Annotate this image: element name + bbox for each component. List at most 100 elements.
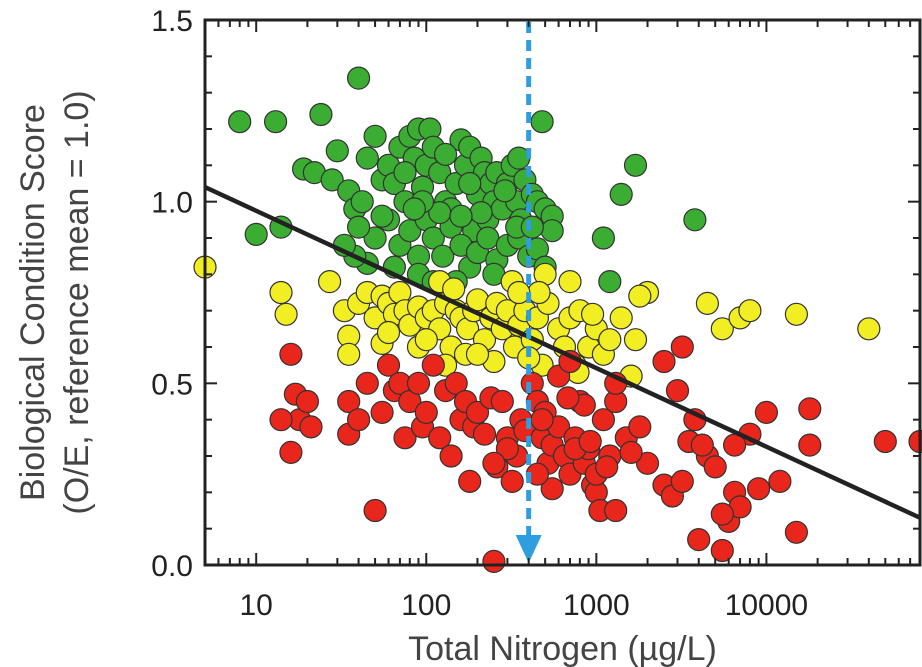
data-point-red xyxy=(768,469,792,493)
data-point-green xyxy=(355,146,379,170)
data-point-yellow xyxy=(738,299,762,323)
data-point-green xyxy=(320,168,344,192)
data-point-yellow xyxy=(558,270,582,294)
x-tick-label: 1000 xyxy=(563,589,630,622)
y-axis-title-line2: (O/E, reference mean = 1.0) xyxy=(58,90,96,514)
data-point-green xyxy=(609,182,633,206)
data-point-yellow xyxy=(318,270,342,294)
data-point-green xyxy=(458,171,482,196)
plot-frame xyxy=(203,18,922,567)
data-point-yellow xyxy=(337,342,361,366)
data-point-red xyxy=(604,498,628,523)
data-point-red xyxy=(798,433,822,457)
data-point-red xyxy=(355,371,379,395)
data-point-green xyxy=(623,153,648,177)
x-tick-label: 10 xyxy=(240,589,273,622)
x-tick-label: 10000 xyxy=(725,589,808,622)
data-point-green xyxy=(309,102,333,127)
data-point-green xyxy=(598,270,622,294)
data-point-red xyxy=(635,451,660,475)
data-point-red xyxy=(370,400,394,424)
tick-labels: 10 100 1000 10000 0.0 0.5 1.0 1.5 xyxy=(151,5,808,622)
y-tick-label: 1.0 xyxy=(151,187,193,220)
data-point-red xyxy=(279,440,303,464)
data-point-green xyxy=(370,204,394,228)
data-point-green xyxy=(530,110,554,134)
x-axis-title: Total Nitrogen (µg/L) xyxy=(408,630,717,667)
threshold-arrowhead xyxy=(515,535,542,563)
data-point-yellow xyxy=(580,302,605,326)
data-point-red xyxy=(414,400,438,424)
data-point-red xyxy=(591,408,616,432)
data-point-green xyxy=(421,226,445,250)
data-point-red xyxy=(472,422,497,446)
data-point-yellow xyxy=(784,302,809,326)
data-point-green xyxy=(264,110,288,134)
data-point-green xyxy=(398,219,422,243)
data-point-red xyxy=(428,426,452,450)
data-point-red xyxy=(556,386,580,410)
data-point-green xyxy=(469,201,493,225)
data-point-green xyxy=(363,226,387,250)
data-point-red xyxy=(530,408,554,432)
trend-line xyxy=(204,185,921,520)
data-point-yellow xyxy=(269,280,293,305)
data-point-green xyxy=(493,179,517,203)
data-point-yellow xyxy=(710,317,734,341)
y-tick-label: 1.5 xyxy=(151,5,193,38)
data-point-red xyxy=(690,433,714,457)
data-point-green xyxy=(350,190,374,214)
data-point-red xyxy=(670,335,694,359)
data-point-green xyxy=(402,197,426,221)
data-point-red xyxy=(482,451,506,475)
data-point-red xyxy=(337,389,361,414)
data-point-red xyxy=(687,527,711,552)
data-point-red xyxy=(439,444,463,468)
y-tick-label: 0.0 xyxy=(151,550,193,583)
data-point-red xyxy=(490,389,514,414)
data-point-red xyxy=(458,469,482,493)
data-point-yellow xyxy=(628,284,652,308)
data-point-yellow xyxy=(376,320,401,345)
data-point-red xyxy=(595,455,619,479)
threshold-arrow xyxy=(515,22,542,563)
data-point-green xyxy=(520,215,544,239)
data-point-red xyxy=(295,389,319,414)
data-point-green xyxy=(325,139,349,163)
y-axis-title-line1: Biological Condition Score xyxy=(14,104,52,501)
data-point-red xyxy=(665,379,690,403)
data-point-yellow xyxy=(598,328,622,352)
data-point-red xyxy=(754,400,779,424)
axis-ticks xyxy=(204,19,921,566)
data-point-red xyxy=(465,400,490,424)
data-point-red xyxy=(500,469,524,493)
x-tick-label: 100 xyxy=(401,589,451,622)
data-point-green xyxy=(683,208,707,232)
data-point-red xyxy=(798,397,822,421)
data-point-green xyxy=(434,142,458,166)
data-point-red xyxy=(444,371,468,395)
data-point-red xyxy=(540,477,564,501)
data-point-red xyxy=(652,349,676,374)
data-point-yellow xyxy=(414,328,438,352)
data-point-yellow xyxy=(274,302,298,326)
data-point-red xyxy=(670,469,694,493)
data-point-red xyxy=(578,429,602,454)
data-point-green xyxy=(476,226,500,250)
data-point-yellow xyxy=(609,306,633,330)
data-point-red xyxy=(269,408,293,432)
data-point-green xyxy=(347,66,371,90)
data-point-green xyxy=(591,226,616,250)
data-point-red xyxy=(619,440,643,464)
data-point-yellow xyxy=(695,291,720,315)
data-point-red xyxy=(299,415,323,439)
data-point-green xyxy=(540,219,564,243)
data-point-red xyxy=(710,502,734,526)
data-point-red xyxy=(710,538,734,563)
data-point-green xyxy=(363,124,387,148)
data-point-red xyxy=(784,520,809,544)
data-point-yellow xyxy=(857,317,881,341)
data-point-red xyxy=(421,353,445,377)
data-point-red xyxy=(279,342,303,366)
